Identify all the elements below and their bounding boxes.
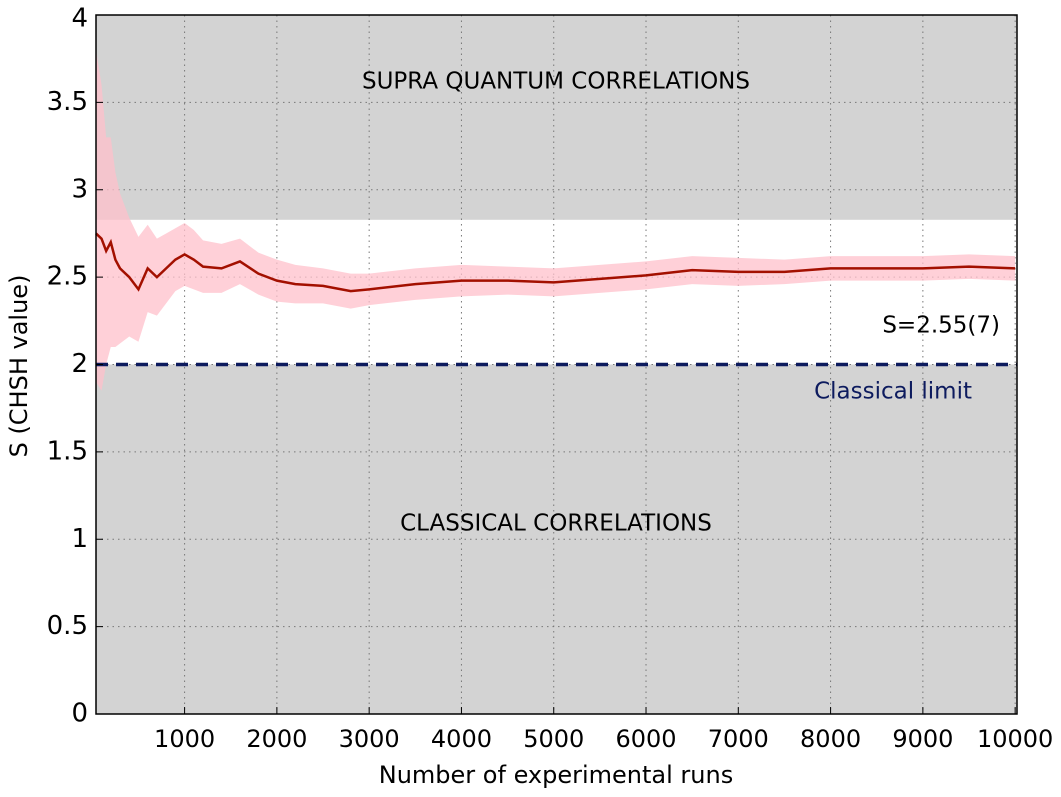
x-tick-label: 8000 — [800, 725, 861, 753]
y-tick-label: 0.5 — [47, 611, 88, 641]
y-tick-label: 3.5 — [47, 87, 88, 117]
data-line — [95, 232, 1016, 293]
x-tick-label: 9000 — [892, 725, 953, 753]
x-tick-label: 10000 — [977, 725, 1053, 753]
x-tick-label: 4000 — [431, 725, 492, 753]
y-tick-label: 0 — [71, 699, 88, 729]
x-tick-label: 6000 — [615, 725, 676, 753]
x-tick-label: 5000 — [523, 725, 584, 753]
x-axis-label: Number of experimental runs — [379, 761, 733, 789]
y-tick-label: 2.5 — [47, 262, 88, 292]
shaded-region — [96, 15, 1017, 220]
x-tick-label: 2000 — [246, 725, 307, 753]
y-tick-label: 4 — [71, 4, 88, 34]
annotation: SUPRA QUANTUM CORRELATIONS — [362, 69, 750, 95]
annotation: CLASSICAL CORRELATIONS — [400, 511, 712, 537]
x-tick-label: 3000 — [339, 725, 400, 753]
x-tick-label: 7000 — [708, 725, 769, 753]
y-tick-label: 1.5 — [47, 436, 88, 466]
annotation: S=2.55(7) — [882, 313, 1000, 339]
shaded-region — [96, 364, 1017, 714]
y-tick-label: 3 — [71, 174, 88, 204]
y-tick-label: 2 — [71, 349, 88, 379]
annotation: Classical limit — [814, 379, 972, 405]
y-axis-label: S (CHSH value) — [5, 275, 33, 458]
y-tick-label: 1 — [71, 524, 88, 554]
x-tick-label: 1000 — [154, 725, 215, 753]
